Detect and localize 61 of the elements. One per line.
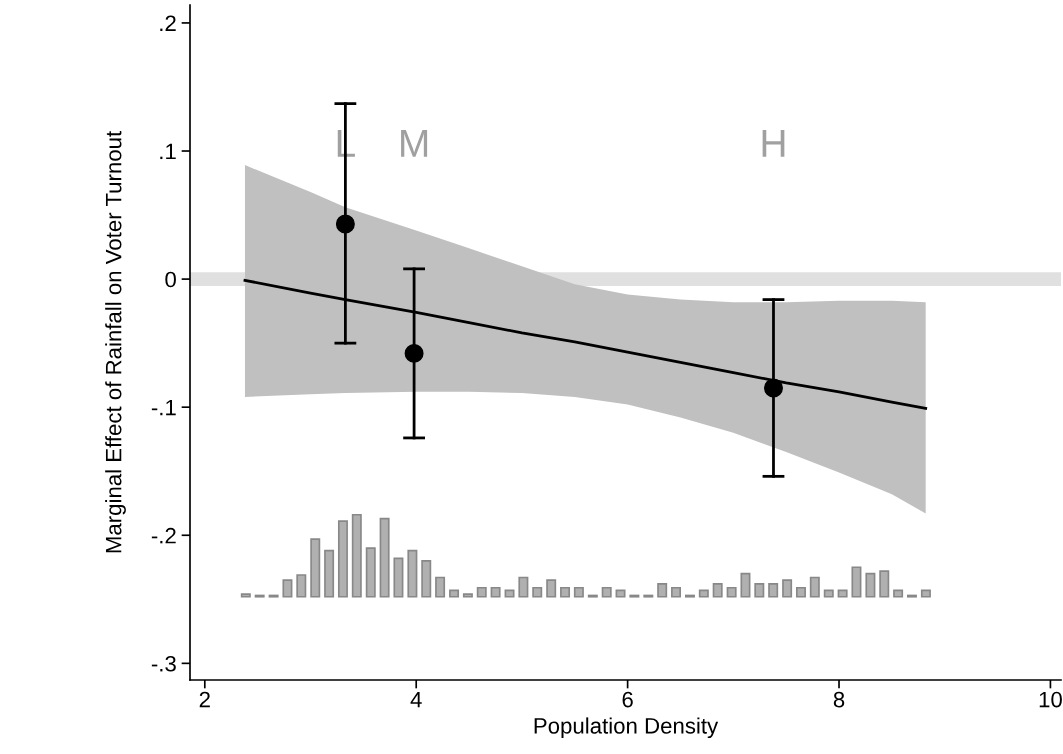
bar <box>393 557 404 598</box>
point <box>404 343 424 363</box>
bar <box>768 583 779 598</box>
bar <box>851 566 862 598</box>
bar <box>560 586 571 598</box>
bar <box>296 574 307 598</box>
bar <box>518 576 529 598</box>
point <box>335 214 355 234</box>
x-tick-label: 2 <box>199 691 210 708</box>
bar <box>782 579 793 598</box>
bar <box>462 593 473 598</box>
x-axis-title: Population Density <box>534 717 719 739</box>
bar <box>407 549 418 598</box>
bar <box>546 579 557 598</box>
annotation: H <box>762 130 785 157</box>
bar <box>365 547 376 598</box>
bar <box>837 589 848 598</box>
bar <box>865 572 876 598</box>
bar <box>324 549 335 598</box>
bar <box>573 586 584 598</box>
bar <box>337 520 348 598</box>
y-tick-label: 0 <box>165 271 176 288</box>
annotation: M <box>401 130 428 157</box>
bar <box>601 586 612 598</box>
bar <box>740 572 751 598</box>
bar <box>421 560 432 598</box>
y-axis-title: Marginal Effect of Rainfall on Voter Turnout <box>105 131 126 553</box>
bar <box>240 593 251 598</box>
bar <box>476 586 487 598</box>
bar <box>671 586 682 598</box>
bar <box>532 586 543 598</box>
bar <box>712 583 723 598</box>
point <box>764 378 783 398</box>
x-tick-label: 4 <box>410 691 422 708</box>
bar <box>379 517 390 598</box>
bar <box>657 583 668 598</box>
bar <box>920 589 931 598</box>
bar <box>449 589 460 598</box>
y-tick-label: .2 <box>160 15 176 31</box>
y-tick-label: -.1 <box>151 399 176 416</box>
y-tick-label: .1 <box>160 143 176 160</box>
bar <box>795 586 806 598</box>
bar <box>698 589 709 598</box>
x-tick-label: 8 <box>833 691 845 708</box>
y-tick-label: -.2 <box>151 527 176 544</box>
x-tick-label: 6 <box>622 691 633 708</box>
bar <box>893 589 904 598</box>
bar <box>615 589 626 598</box>
bar <box>726 586 737 598</box>
bar <box>879 570 890 598</box>
bar <box>310 538 321 598</box>
x-tick-label: 10 <box>1039 691 1062 708</box>
bar <box>823 589 834 598</box>
bar <box>490 586 501 598</box>
bar <box>351 513 362 598</box>
bar <box>504 589 515 598</box>
bar <box>282 579 293 598</box>
y-tick-label: -.3 <box>151 655 176 672</box>
bar <box>435 576 446 598</box>
bar <box>754 583 765 598</box>
bar <box>809 576 820 598</box>
